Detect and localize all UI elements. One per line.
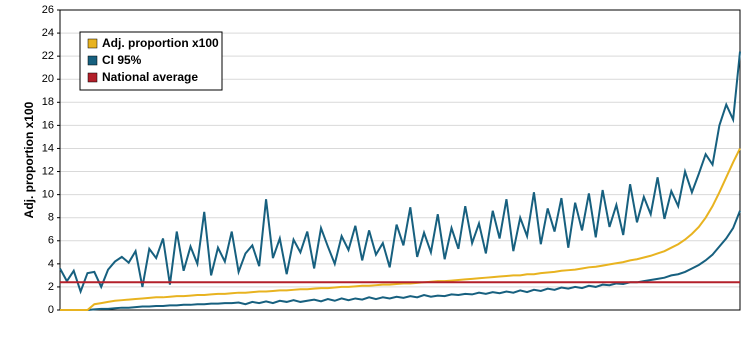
y-tick-label: 12 [42,165,54,177]
legend-swatch [87,55,98,66]
y-axis-title: Adj. proportion x100 [22,101,36,218]
y-tick-label: 4 [48,258,54,270]
legend-swatch [87,38,98,49]
y-tick-label: 24 [42,27,54,39]
legend-label: National average [102,70,198,84]
y-tick-label: 20 [42,73,54,85]
legend-label: CI 95% [102,53,142,67]
legend-swatch [87,72,98,83]
y-tick-label: 18 [42,96,54,108]
y-tick-label: 22 [42,50,54,62]
legend-label: Adj. proportion x100 [102,36,219,50]
legend-box [79,31,223,91]
y-tick-label: 6 [48,235,54,247]
y-tick-label: 8 [48,212,54,224]
ci-lower-line [60,210,741,311]
plot-frame [59,9,741,311]
y-tick-label: 0 [48,304,54,316]
y-tick-label: 10 [42,189,54,201]
proportion-line [60,148,741,311]
y-tick-label: 16 [42,119,54,131]
y-tick-label: 26 [42,4,54,16]
ci-upper-line [59,51,741,295]
y-tick-label: 14 [42,142,54,154]
y-tick-label: 2 [48,281,54,293]
